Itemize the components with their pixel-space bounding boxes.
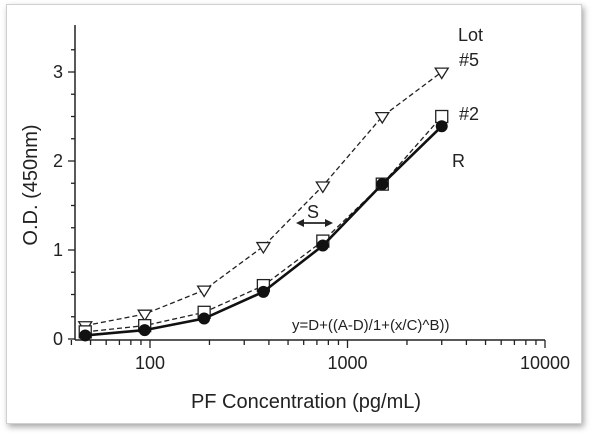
s-arrowhead-left <box>296 219 304 227</box>
y-tick-label: 1 <box>53 240 63 260</box>
chart-frame <box>6 4 582 424</box>
data-point-circle <box>257 285 270 298</box>
series-label: #5 <box>459 50 479 70</box>
lot-label: Lot <box>458 25 483 45</box>
data-point-triangle <box>315 181 331 194</box>
series-label: #2 <box>459 104 479 124</box>
series-label: R <box>452 151 465 171</box>
y-tick-label: 2 <box>53 151 63 171</box>
x-tick-label: 100 <box>135 353 165 373</box>
series-#2 <box>78 109 449 339</box>
data-point-triangle <box>374 111 390 125</box>
data-point-circle <box>435 120 448 133</box>
series-layer <box>77 67 450 342</box>
data-point-triangle <box>137 309 153 322</box>
labels-layer: Lot S y=D+((A-D)/1+(x/C)^B)) PF Concentr… <box>20 25 483 413</box>
y-tick-label: 0 <box>53 329 63 349</box>
series-line <box>85 125 443 337</box>
x-tick-label: 1000 <box>327 353 367 373</box>
equation-label: y=D+((A-D)/1+(x/C)^B)) <box>292 317 449 334</box>
data-point-circle <box>376 178 389 191</box>
axes: 0 1 2 3 100 1000 10000 <box>53 25 570 373</box>
data-point-circle <box>316 239 329 252</box>
s-arrowhead-right <box>325 219 333 227</box>
data-point-circle <box>198 312 211 325</box>
y-axis-title: O.D. (450nm) <box>20 124 42 245</box>
data-point-triangle <box>434 67 450 80</box>
series-line <box>85 116 443 333</box>
data-point-circle <box>138 324 151 337</box>
data-point-circle <box>79 329 92 342</box>
data-point-triangle <box>196 285 212 298</box>
data-point-triangle <box>255 241 272 255</box>
x-tick-label: 10000 <box>520 353 570 373</box>
series-R <box>79 120 448 342</box>
x-axis-title: PF Concentration (pg/mL) <box>191 391 421 413</box>
s-label: S <box>307 202 319 222</box>
y-tick-label: 3 <box>53 62 63 82</box>
